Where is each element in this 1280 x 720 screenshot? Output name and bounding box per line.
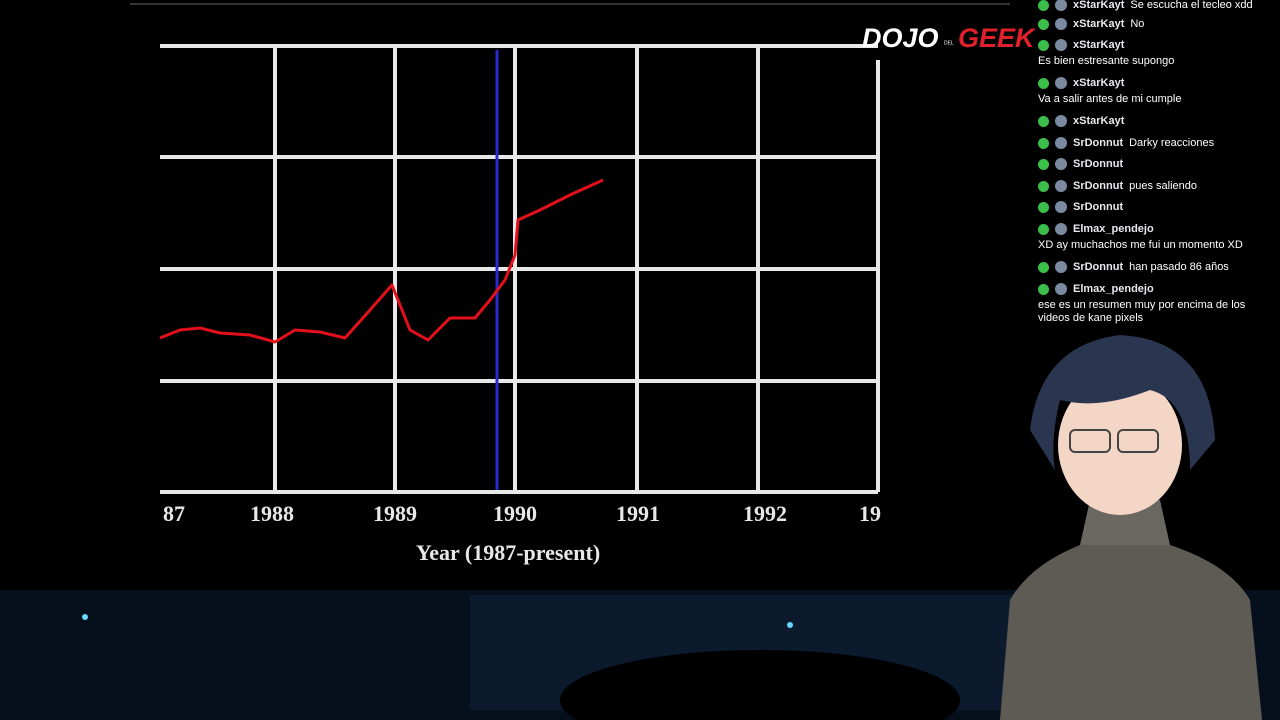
logo-text: DEL	[944, 40, 954, 46]
scene-lights	[82, 614, 793, 628]
badge	[1038, 261, 1049, 273]
chat-message: xStarKayt Se escucha el tecleo xdd	[1038, 0, 1278, 15]
logo: DOJO DEL GEEK	[862, 23, 1037, 53]
user-avatar	[1055, 39, 1067, 52]
user-avatar	[1055, 137, 1067, 150]
username: xStarKayt	[1073, 77, 1125, 89]
badge	[1038, 39, 1049, 51]
badge	[1038, 137, 1049, 149]
user-avatar	[1055, 77, 1067, 90]
user-avatar	[1055, 18, 1067, 31]
username: SrDonnut	[1073, 158, 1124, 170]
user-avatar	[1055, 180, 1067, 193]
username: SrDonnut	[1073, 261, 1124, 273]
message-text: han pasado 86 años	[1129, 261, 1229, 273]
chat-header: SrDonnut	[1038, 198, 1278, 217]
badge	[1038, 158, 1049, 170]
chart-grid	[160, 44, 880, 494]
message-text: No	[1130, 18, 1145, 30]
user-avatar	[1055, 283, 1067, 296]
chat-header: SrDonnut	[1038, 155, 1278, 174]
user-avatar	[1055, 201, 1067, 214]
chat-header: SrDonnut han pasado 86 años	[1038, 258, 1278, 277]
username: xStarKayt	[1073, 0, 1125, 11]
x-tick-label: 1992	[743, 501, 787, 526]
user-avatar	[1055, 115, 1067, 128]
chat-header: xStarKayt No	[1038, 15, 1278, 34]
badge	[1038, 180, 1049, 192]
username: Elmax_pendejo	[1073, 283, 1154, 295]
badge	[1038, 223, 1049, 235]
badge	[1038, 115, 1049, 127]
chat-header: xStarKayt	[1038, 74, 1278, 93]
chat-message: xStarKayt Es bien estresante supongo	[1038, 36, 1278, 68]
username: SrDonnut	[1073, 201, 1124, 213]
chat-header: Elmax_pendejo	[1038, 280, 1278, 299]
chat-message: SrDonnut	[1038, 155, 1278, 174]
message-text: pues saliendo	[1129, 180, 1197, 192]
chat-header: SrDonnut pues saliendo	[1038, 177, 1278, 196]
price-line	[159, 178, 604, 344]
badge	[1038, 201, 1049, 213]
message-text: Darky reacciones	[1129, 137, 1215, 149]
x-tick-label: 87	[163, 501, 185, 526]
x-axis-label: Year (1987-present)	[416, 540, 600, 565]
username: SrDonnut	[1073, 180, 1124, 192]
x-tick-label: 1991	[616, 501, 660, 526]
username: xStarKayt	[1073, 18, 1125, 30]
chat-message: xStarKayt No	[1038, 15, 1278, 34]
chat-header: SrDonnut Darky reacciones	[1038, 134, 1278, 153]
chat-message: Elmax_pendejo XD ay muchachos me fui un m…	[1038, 220, 1278, 252]
badge	[1038, 0, 1049, 11]
message-text: Se escucha el tecleo xdd	[1130, 0, 1253, 11]
vtuber-avatar	[1000, 335, 1262, 720]
chat-message: xStarKayt	[1038, 112, 1278, 131]
chat-message: SrDonnut pues saliendo	[1038, 177, 1278, 196]
username: SrDonnut	[1073, 137, 1124, 149]
user-avatar	[1055, 261, 1067, 274]
chat-message: SrDonnut han pasado 86 años	[1038, 258, 1278, 277]
chat-header: xStarKayt	[1038, 112, 1278, 131]
x-tick-label: 19	[859, 501, 881, 526]
chat-message: SrDonnut Darky reacciones	[1038, 134, 1278, 153]
user-avatar	[1055, 158, 1067, 171]
x-tick-label: 1988	[250, 501, 294, 526]
username: xStarKayt	[1073, 39, 1125, 51]
x-tick-label: 1990	[493, 501, 537, 526]
badge	[1038, 18, 1049, 30]
message-text: Es bien estresante supongo	[1038, 55, 1175, 67]
user-avatar	[1055, 223, 1067, 236]
x-tick-label: 1989	[373, 501, 417, 526]
message-text: Va a salir antes de mi cumple	[1038, 93, 1182, 105]
chat-header: xStarKayt Se escucha el tecleo xdd	[1038, 0, 1278, 15]
chat-header: xStarKayt	[1038, 36, 1278, 55]
logo-text: GEEK	[958, 23, 1037, 53]
username: Elmax_pendejo	[1073, 223, 1154, 235]
chat-message: xStarKayt Va a salir antes de mi cumple	[1038, 74, 1278, 106]
message-text: XD ay muchachos me fui un momento XD	[1038, 239, 1243, 251]
chat-header: Elmax_pendejo	[1038, 220, 1278, 239]
badge	[1038, 283, 1049, 295]
message-text: ese es un resumen muy por encima de los …	[1038, 299, 1246, 324]
logo-text: DOJO	[862, 23, 939, 53]
chat-message: SrDonnut	[1038, 198, 1278, 217]
username: xStarKayt	[1073, 115, 1125, 127]
badge	[1038, 77, 1049, 89]
user-avatar	[1055, 0, 1067, 12]
silhouette	[560, 650, 960, 720]
